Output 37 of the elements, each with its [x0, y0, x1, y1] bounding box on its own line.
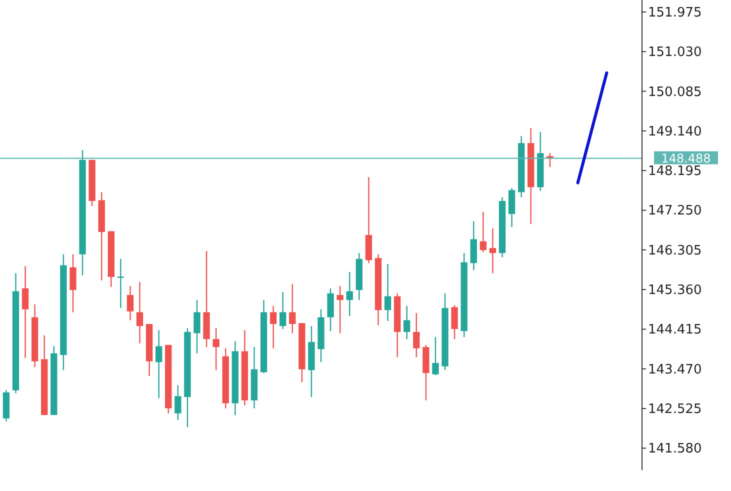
candlestick	[336, 286, 344, 334]
y-tick-label: 142.525	[648, 402, 702, 418]
y-tick-label: 145.360	[648, 283, 702, 298]
candlestick	[451, 304, 458, 340]
candlestick	[22, 265, 29, 359]
candlestick	[155, 330, 162, 399]
y-tick-label: 147.250	[648, 204, 702, 219]
candlestick	[194, 299, 200, 354]
candlestick	[489, 228, 496, 274]
y-tick-label: 151.030	[648, 45, 702, 60]
candlestick	[117, 258, 124, 309]
candlestick	[280, 291, 286, 330]
candlestick	[212, 328, 220, 371]
candlestick	[346, 271, 353, 317]
candlestick	[136, 281, 144, 344]
candlestick	[384, 263, 392, 322]
y-tick-label: 150.085	[648, 84, 702, 100]
y-tick-label: 151.975	[648, 5, 702, 20]
candlestick	[480, 211, 487, 253]
y-tick-label: 143.470	[648, 362, 702, 378]
y-tick-label: 144.415	[648, 322, 702, 338]
candlestick	[413, 312, 420, 358]
y-tick-label: 146.305	[648, 243, 702, 258]
y-tick-label: 149.140	[648, 124, 702, 140]
candlestick	[508, 187, 516, 228]
candlestick	[404, 305, 410, 340]
candlestick	[70, 254, 76, 313]
candlestick	[289, 284, 296, 334]
y-tick-label: 148.195	[648, 164, 702, 180]
candlestick	[270, 305, 277, 349]
candlestick	[432, 336, 439, 376]
ref-line-label: 148.488	[661, 151, 711, 166]
candlestick	[470, 220, 477, 271]
candlestick	[327, 288, 334, 332]
candlestick	[174, 384, 182, 421]
candlestick	[126, 286, 134, 321]
y-tick-label: 141.580	[648, 442, 702, 457]
